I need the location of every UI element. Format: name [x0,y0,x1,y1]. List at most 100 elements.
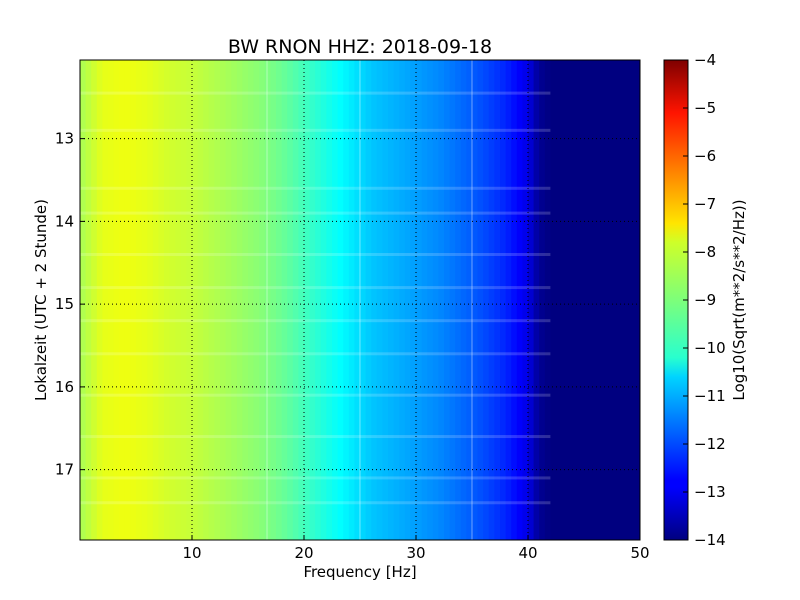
heatmap-band [80,211,551,215]
y-tick-label: 17 [55,461,74,479]
heatmap-band [80,286,551,290]
heatmap-column [220,60,227,540]
heatmap-band [80,352,551,356]
heatmap-band [80,252,551,256]
heatmap-column [360,60,367,540]
colorbar-tick-label: −12 [694,435,726,453]
heatmap-column [421,60,428,540]
x-tick-label: 50 [630,544,649,562]
x-axis-label: Frequency [Hz] [303,563,416,581]
heatmap-vertical-line [266,60,269,540]
heatmap-column [634,60,640,540]
heatmap-column [427,60,434,540]
heatmap-column [393,60,400,540]
heatmap-columns [80,60,640,540]
x-axis: 10 20 30 40 50 [182,535,650,562]
colorbar-ticks: −4 −5 −6 −7 −8 −9 −10 −11 −12 −13 −14 [683,51,726,549]
heatmap-column [264,60,271,540]
heatmap-column [208,60,215,540]
heatmap-column [270,60,277,540]
heatmap-band [80,476,551,480]
heatmap-column [147,60,154,540]
heatmap-column [399,60,406,540]
heatmap-column [600,60,607,540]
heatmap-column [460,60,467,540]
heatmap-column [130,60,137,540]
heatmap-column [298,60,305,540]
y-tick-label: 15 [55,295,74,313]
heatmap-column [348,60,355,540]
x-tick-label: 20 [294,544,313,562]
heatmap-column [516,60,523,540]
heatmap-column [225,60,232,540]
heatmap-column [102,60,109,540]
colorbar-tick-label: −7 [694,195,716,213]
heatmap-column [164,60,171,540]
heatmap-column [113,60,120,540]
heatmap-column [186,60,193,540]
heatmap-column [539,60,546,540]
heatmap-column [477,60,484,540]
heatmap-column [287,60,294,540]
heatmap-column [488,60,495,540]
heatmap-column [578,60,585,540]
heatmap-column [572,60,579,540]
heatmap-column [511,60,518,540]
heatmap-column [561,60,568,540]
x-tick-label: 30 [406,544,425,562]
heatmap-column [612,60,619,540]
heatmap-column [175,60,182,540]
heatmap-column [455,60,462,540]
y-tick-label: 16 [55,378,74,396]
heatmap-column [550,60,557,540]
heatmap-column [231,60,238,540]
heatmap-column [253,60,260,540]
y-axis-label: Lokalzeit (UTC + 2 Stunde) [32,199,50,401]
heatmap-column [326,60,333,540]
heatmap-column [466,60,473,540]
chart-title: BW RNON HHZ: 2018-09-18 [228,36,492,58]
heatmap-column [494,60,501,540]
heatmap-column [236,60,243,540]
heatmap-column [522,60,529,540]
colorbar-tick-label: −6 [694,147,716,165]
heatmap-column [152,60,159,540]
colorbar-label: Log10(Sqrt(m**2/s**2/Hz)) [730,199,748,400]
y-tick-label: 13 [55,130,74,148]
heatmap-column [91,60,98,540]
heatmap-column [589,60,596,540]
heatmap-column [158,60,165,540]
colorbar-tick-label: −5 [694,99,716,117]
heatmap-column [416,60,423,540]
heatmap-column [259,60,266,540]
heatmap-column [472,60,479,540]
heatmap-column [292,60,299,540]
heatmap-column [332,60,339,540]
y-axis: 13 14 15 16 17 [55,130,85,479]
heatmap-column [500,60,507,540]
heatmap-band [80,435,551,439]
heatmap-column [248,60,255,540]
heatmap-band [80,501,551,505]
heatmap-column [432,60,439,540]
heatmap-column [444,60,451,540]
heatmap-column [304,60,311,540]
colorbar-tick-label: −13 [694,483,726,501]
heatmap-column [124,60,131,540]
colorbar-tick-label: −8 [694,243,716,261]
heatmap-column [533,60,540,540]
x-tick-label: 10 [182,544,201,562]
heatmap-column [617,60,624,540]
colorbar-tick-label: −9 [694,291,716,309]
y-tick-label: 14 [55,212,74,230]
heatmap-column [141,60,148,540]
heatmap-column [80,60,87,540]
heatmap-column [623,60,630,540]
grid-lines [80,60,640,540]
heatmap-bands [80,91,551,505]
heatmap-column [180,60,187,540]
heatmap-column [382,60,389,540]
heatmap-vertical-line [471,60,473,540]
heatmap-column [315,60,322,540]
